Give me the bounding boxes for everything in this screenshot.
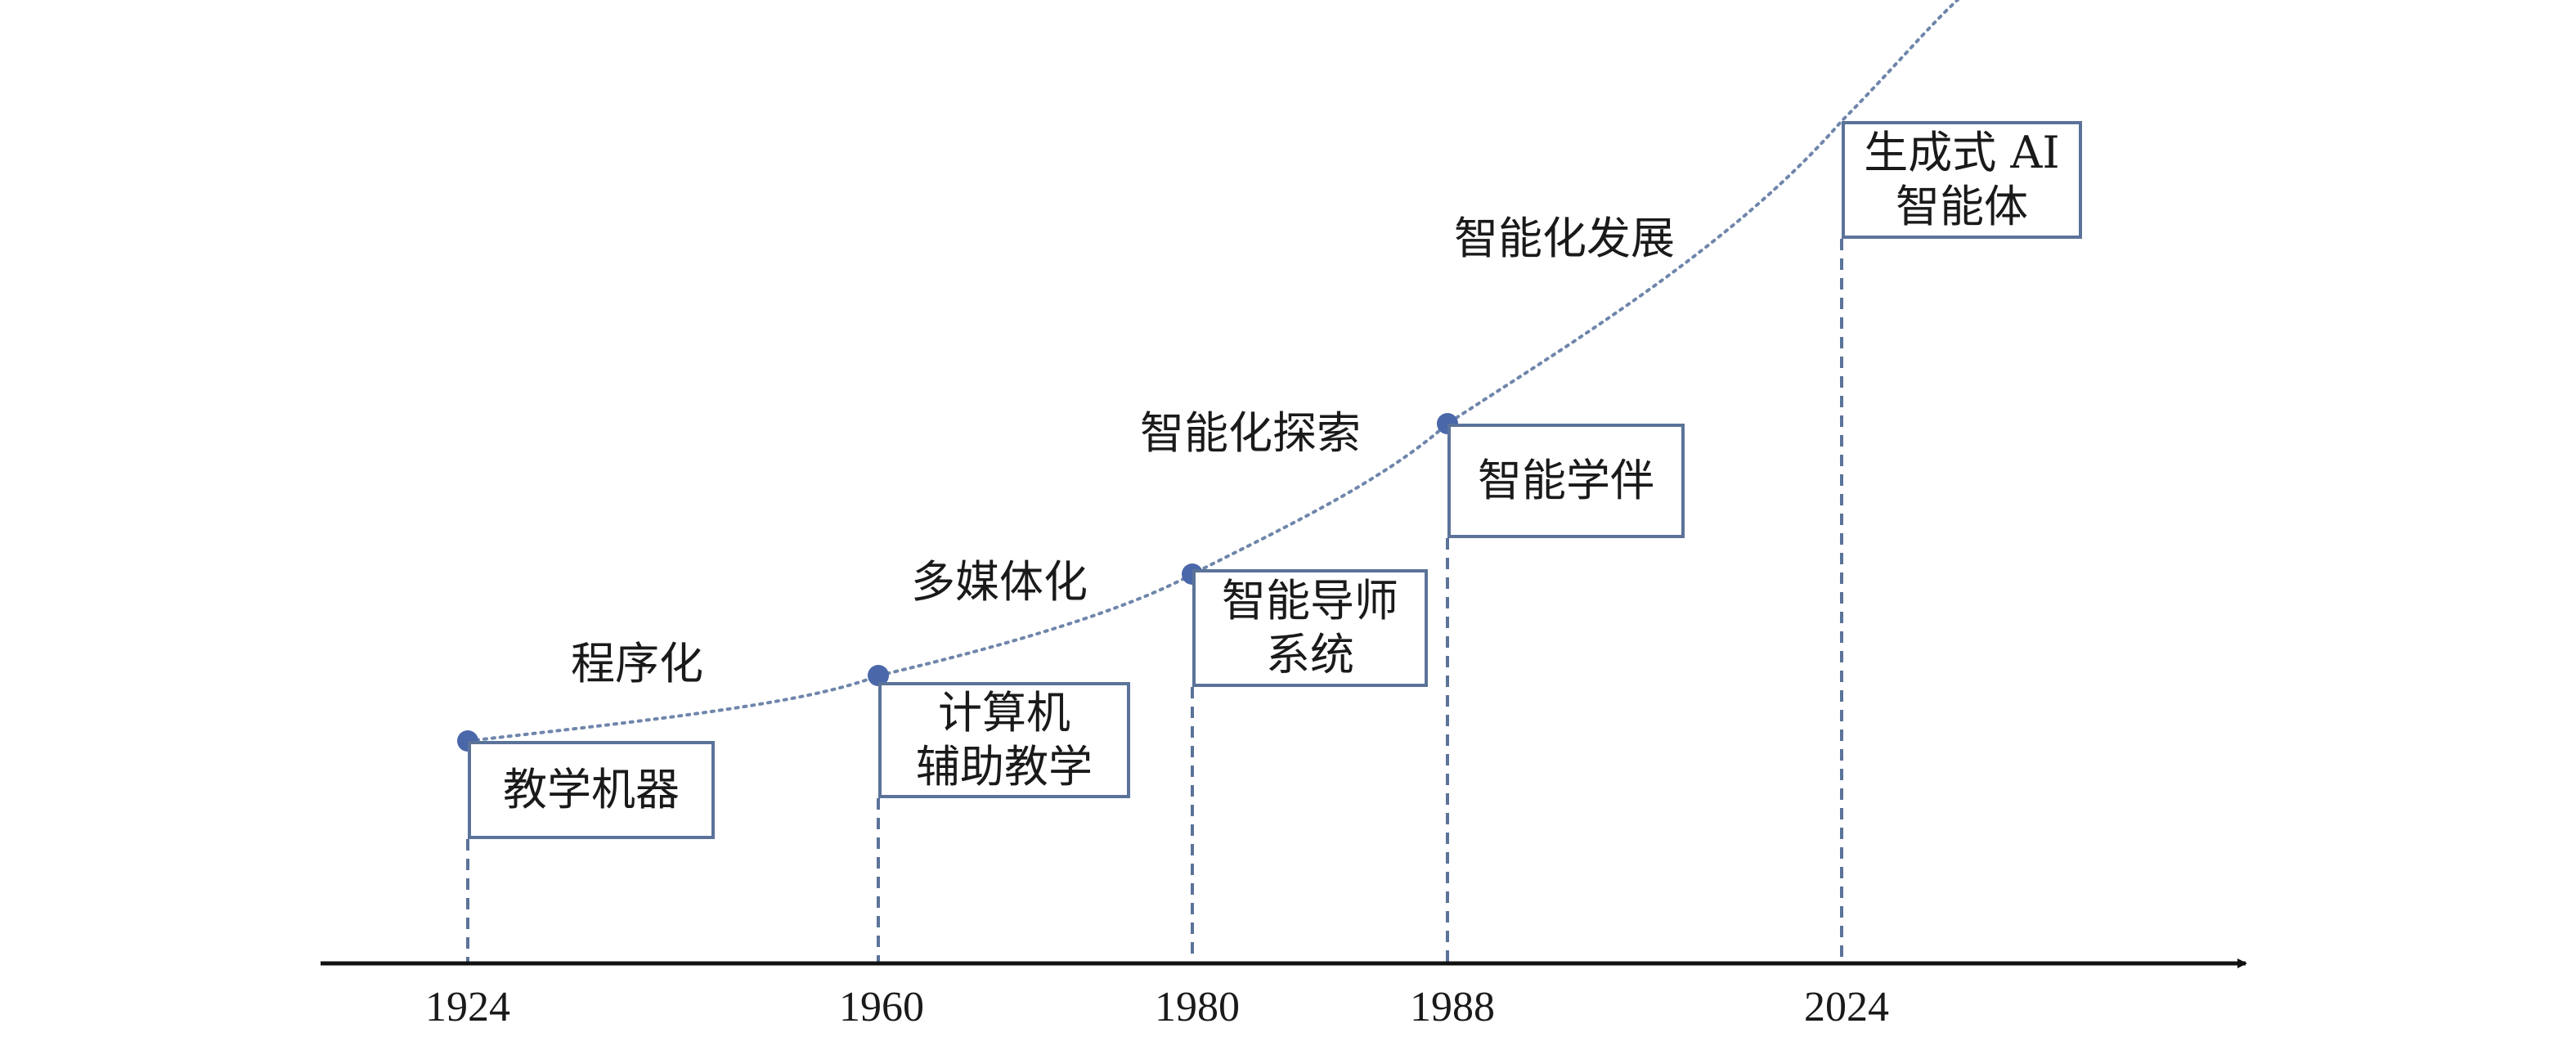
stage-label-multimedia: 多媒体化 (911, 556, 1088, 608)
milestone-box-1980: 智能导师 系统 (1192, 569, 1428, 687)
year-label-2024: 2024 (1804, 984, 1889, 1030)
milestone-label-line: 计算机 (938, 687, 1070, 738)
milestone-label-line: 生成式 AI (1864, 127, 2060, 178)
milestone-dot-1960 (868, 665, 889, 686)
year-label-1924: 1924 (425, 984, 510, 1030)
stage-label-intelligent-exploration: 智能化探索 (1140, 407, 1361, 459)
milestone-label-line: 辅助教学 (916, 741, 1093, 792)
milestone-label-line: 智能导师 (1222, 575, 1398, 626)
milestone-box-2024: 生成式 AI 智能体 (1842, 121, 2082, 239)
milestone-box-1960: 计算机 辅助教学 (878, 682, 1130, 798)
growth-curve (466, 0, 1960, 743)
stage-label-intelligent-development: 智能化发展 (1454, 213, 1675, 264)
milestone-label-line: 系统 (1266, 629, 1354, 680)
milestone-label-line: 智能学伴 (1478, 455, 1654, 506)
year-label-1960: 1960 (839, 984, 924, 1030)
milestone-box-1988: 智能学伴 (1447, 424, 1685, 538)
vertical-guides (466, 239, 1843, 963)
milestone-label-line: 智能体 (1896, 181, 2028, 232)
milestone-label-line: 教学机器 (503, 764, 680, 815)
milestone-box-1924: 教学机器 (468, 741, 715, 839)
year-label-1980: 1980 (1155, 984, 1240, 1030)
year-label-1988: 1988 (1410, 984, 1495, 1030)
stage-label-programmed: 程序化 (571, 638, 703, 689)
